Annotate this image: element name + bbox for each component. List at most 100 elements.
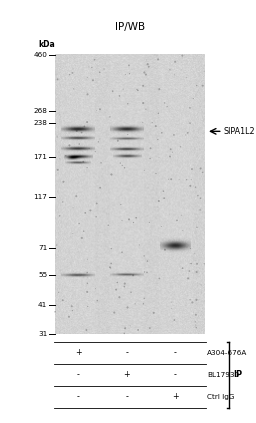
- Point: [172, 132, 176, 138]
- Point: [123, 325, 127, 332]
- Point: [108, 113, 112, 120]
- Point: [82, 228, 86, 234]
- Point: [85, 119, 89, 126]
- Point: [123, 71, 127, 78]
- Point: [74, 193, 78, 200]
- Point: [178, 143, 183, 150]
- Point: [87, 145, 91, 151]
- Point: [144, 57, 148, 63]
- Point: [85, 288, 89, 295]
- Point: [193, 250, 197, 257]
- Point: [173, 58, 177, 65]
- Point: [71, 66, 75, 72]
- Point: [91, 77, 95, 84]
- Point: [55, 242, 59, 248]
- Text: A304-676A: A304-676A: [207, 350, 248, 356]
- Point: [169, 299, 173, 305]
- Point: [142, 69, 146, 76]
- Point: [157, 198, 161, 204]
- Point: [115, 279, 119, 286]
- Point: [95, 200, 99, 207]
- Point: [118, 93, 122, 99]
- Point: [125, 304, 130, 311]
- Point: [156, 56, 160, 63]
- Point: [162, 99, 166, 106]
- Text: 71: 71: [38, 245, 47, 251]
- Point: [168, 153, 172, 160]
- Point: [88, 207, 92, 214]
- Point: [112, 309, 116, 316]
- Text: 31: 31: [38, 331, 47, 337]
- Point: [58, 212, 62, 219]
- Point: [142, 253, 146, 259]
- Point: [172, 317, 176, 324]
- Point: [165, 103, 169, 110]
- Point: [184, 74, 188, 81]
- Point: [199, 282, 203, 288]
- Point: [108, 264, 112, 271]
- Point: [163, 246, 167, 253]
- Point: [56, 76, 60, 83]
- Point: [154, 123, 158, 129]
- Point: [95, 297, 99, 304]
- Point: [56, 289, 60, 296]
- Point: [143, 269, 147, 275]
- Point: [169, 176, 173, 183]
- Point: [94, 213, 98, 220]
- Point: [180, 52, 184, 59]
- Point: [109, 264, 113, 271]
- Point: [157, 154, 161, 161]
- Point: [150, 119, 154, 126]
- Point: [71, 85, 76, 92]
- Point: [53, 308, 57, 315]
- Point: [122, 330, 126, 337]
- Point: [169, 146, 173, 153]
- Point: [194, 297, 198, 303]
- Point: [95, 107, 99, 114]
- Point: [120, 249, 124, 255]
- Point: [70, 69, 74, 76]
- Point: [127, 70, 132, 77]
- Point: [175, 217, 179, 224]
- Point: [67, 142, 71, 149]
- Point: [111, 88, 115, 95]
- Point: [114, 286, 118, 293]
- Point: [126, 131, 130, 138]
- Point: [195, 224, 199, 231]
- Point: [148, 325, 152, 332]
- Point: [119, 201, 123, 208]
- Point: [201, 169, 205, 176]
- Point: [156, 110, 161, 117]
- Text: 41: 41: [38, 302, 47, 308]
- Point: [190, 166, 194, 173]
- Text: IP/WB: IP/WB: [115, 22, 145, 32]
- Point: [148, 145, 153, 151]
- Point: [98, 69, 102, 76]
- Point: [146, 61, 150, 68]
- Point: [117, 294, 121, 301]
- Point: [133, 300, 137, 307]
- Point: [145, 269, 149, 276]
- Text: 268: 268: [34, 108, 47, 114]
- Point: [188, 120, 192, 126]
- Point: [162, 195, 166, 202]
- Point: [198, 206, 202, 213]
- Point: [135, 86, 139, 93]
- Point: [122, 165, 126, 171]
- Point: [189, 176, 193, 183]
- Point: [85, 280, 89, 287]
- Point: [154, 170, 158, 177]
- Text: IP: IP: [233, 370, 242, 379]
- Point: [85, 256, 89, 263]
- Point: [80, 234, 84, 241]
- Point: [87, 63, 91, 70]
- Point: [116, 137, 120, 144]
- Point: [123, 280, 127, 287]
- Point: [187, 268, 191, 275]
- Point: [141, 82, 145, 89]
- Point: [183, 132, 187, 138]
- Point: [199, 165, 203, 172]
- Point: [85, 269, 89, 276]
- Point: [127, 62, 131, 69]
- Point: [98, 106, 102, 113]
